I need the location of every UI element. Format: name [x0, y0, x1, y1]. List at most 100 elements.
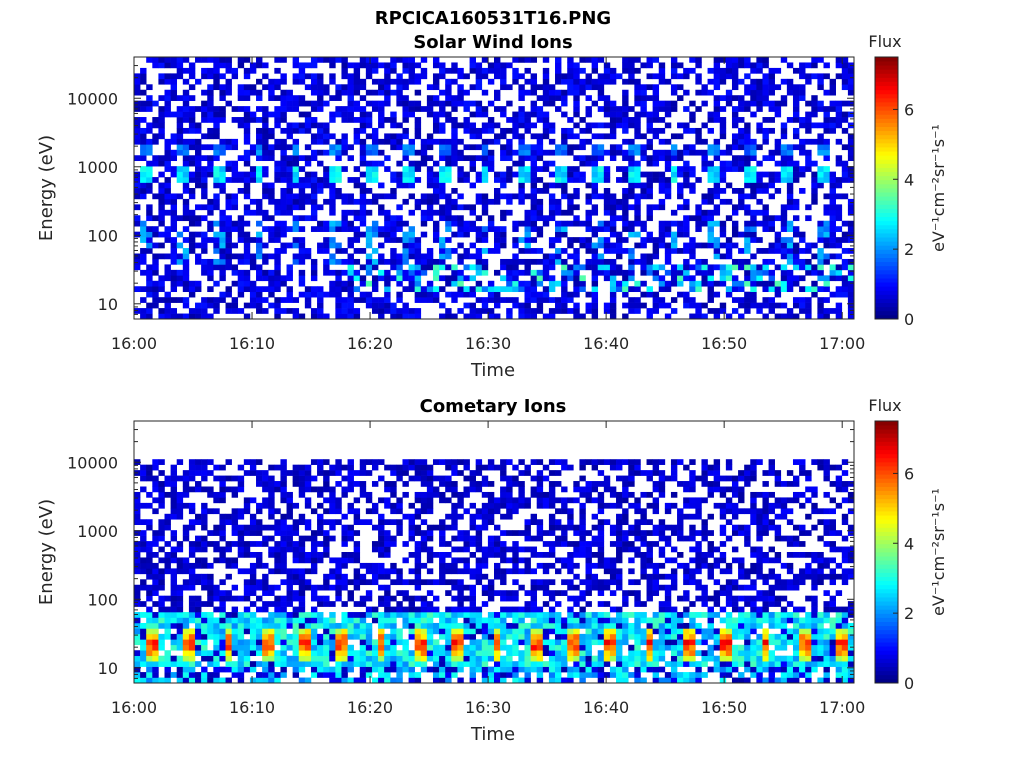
spectrogram-cell: [750, 269, 757, 276]
spectrogram-cell: [268, 513, 275, 520]
spectrogram-cell: [847, 269, 855, 276]
spectrogram-cell: [713, 220, 721, 227]
spectrogram-cell: [622, 177, 629, 183]
spectrogram-cell: [640, 302, 647, 309]
spectrogram-cell: [371, 166, 379, 172]
spectrogram-cell: [365, 171, 373, 178]
spectrogram-cell: [494, 67, 501, 74]
spectrogram-cell: [182, 568, 190, 575]
spectrogram-cell: [207, 84, 214, 91]
spectrogram-cell: [762, 73, 769, 80]
spectrogram-cell: [390, 133, 397, 140]
spectrogram-cell: [579, 237, 586, 243]
spectrogram-cell: [262, 524, 269, 531]
spectrogram-cell: [481, 166, 489, 172]
spectrogram-cell: [378, 655, 385, 662]
spectrogram-cell: [329, 204, 336, 211]
spectrogram-cell: [292, 144, 300, 151]
spectrogram-cell: [323, 291, 330, 298]
spectrogram-cell: [817, 73, 824, 80]
spectrogram-cell: [652, 171, 660, 178]
spectrogram-cell: [256, 144, 263, 151]
spectrogram-cell: [744, 275, 751, 282]
spectrogram-cell: [268, 188, 275, 194]
spectrogram-cell: [738, 286, 745, 293]
spectrogram-cell: [408, 568, 415, 575]
spectrogram-cell: [286, 470, 293, 476]
spectrogram-cell: [402, 144, 409, 151]
spectrogram-cell: [304, 650, 312, 657]
spectrogram-cell: [664, 106, 672, 112]
spectrogram-cell: [371, 177, 379, 183]
spectrogram-cell: [744, 160, 751, 167]
spectrogram-cell: [445, 313, 452, 320]
spectrogram-cell: [371, 144, 379, 151]
spectrogram-cell: [243, 280, 251, 287]
spectrogram-cell: [201, 117, 208, 123]
spectrogram-cell: [628, 67, 635, 74]
spectrogram-cell: [268, 650, 275, 657]
spectrogram-cell: [134, 552, 141, 558]
spectrogram-cell: [280, 497, 287, 504]
spectrogram-cell: [146, 215, 153, 222]
spectrogram-cell: [481, 67, 489, 74]
spectrogram-cell: [274, 606, 281, 613]
spectrogram-cell: [713, 100, 721, 107]
solar-wind-plot-frame: [133, 56, 855, 320]
spectrogram-cell: [347, 253, 354, 260]
spectrogram-cell: [298, 275, 306, 282]
spectrogram-cell: [207, 590, 214, 596]
spectrogram-cell: [219, 95, 226, 101]
spectrogram-cell: [243, 242, 251, 249]
spectrogram-cell: [158, 524, 165, 531]
spectrogram-cell: [420, 562, 428, 569]
spectrogram-cell: [249, 253, 257, 260]
spectrogram-cell: [347, 280, 354, 287]
spectrogram-cell: [573, 111, 580, 118]
spectrogram-cell: [792, 117, 800, 123]
spectrogram-cell: [262, 617, 269, 624]
spectrogram-cell: [371, 248, 379, 254]
spectrogram-cell: [323, 541, 330, 547]
spectrogram-cell: [298, 486, 306, 493]
spectrogram-cell: [835, 308, 843, 314]
spectrogram-cell: [609, 198, 617, 205]
spectrogram-cell: [652, 106, 660, 112]
spectrogram-cell: [432, 160, 440, 167]
spectrogram-cell: [378, 617, 385, 624]
spectrogram-cell: [744, 122, 751, 129]
spectrogram-cell: [152, 535, 159, 542]
spectrogram-cell: [170, 573, 178, 580]
spectrogram-cell: [542, 313, 550, 320]
spectrogram-cell: [408, 209, 415, 216]
spectrogram-cell: [231, 177, 239, 183]
spectrogram-cell: [707, 269, 714, 276]
spectrogram-cell: [780, 166, 788, 172]
spectrogram-cell: [622, 127, 629, 134]
spectrogram-cell: [146, 188, 153, 194]
spectrogram-cell: [707, 177, 714, 183]
spectrogram-cell: [329, 291, 336, 298]
spectrogram-cell: [280, 73, 287, 80]
spectrogram-cell: [652, 204, 660, 211]
spectrogram-cell: [213, 650, 220, 657]
spectrogram-cell: [219, 677, 226, 684]
spectrogram-cell: [317, 302, 324, 309]
spectrogram-cell: [640, 264, 647, 271]
spectrogram-cell: [622, 275, 629, 282]
spectrogram-cell: [792, 275, 800, 282]
spectrogram-cell: [469, 160, 476, 167]
spectrogram-cell: [365, 661, 373, 667]
spectrogram-cell: [713, 84, 721, 91]
spectrogram-cell: [134, 633, 141, 640]
spectrogram-cell: [817, 275, 824, 282]
spectrogram-cell: [652, 100, 660, 107]
spectrogram-cell: [439, 650, 446, 657]
spectrogram-cell: [548, 171, 556, 178]
spectrogram-cell: [249, 677, 257, 684]
spectrogram-cell: [359, 231, 367, 238]
spectrogram-cell: [555, 226, 562, 232]
spectrogram-cell: [298, 253, 306, 260]
spectrogram-cell: [536, 149, 544, 156]
spectrogram-cell: [304, 297, 312, 303]
